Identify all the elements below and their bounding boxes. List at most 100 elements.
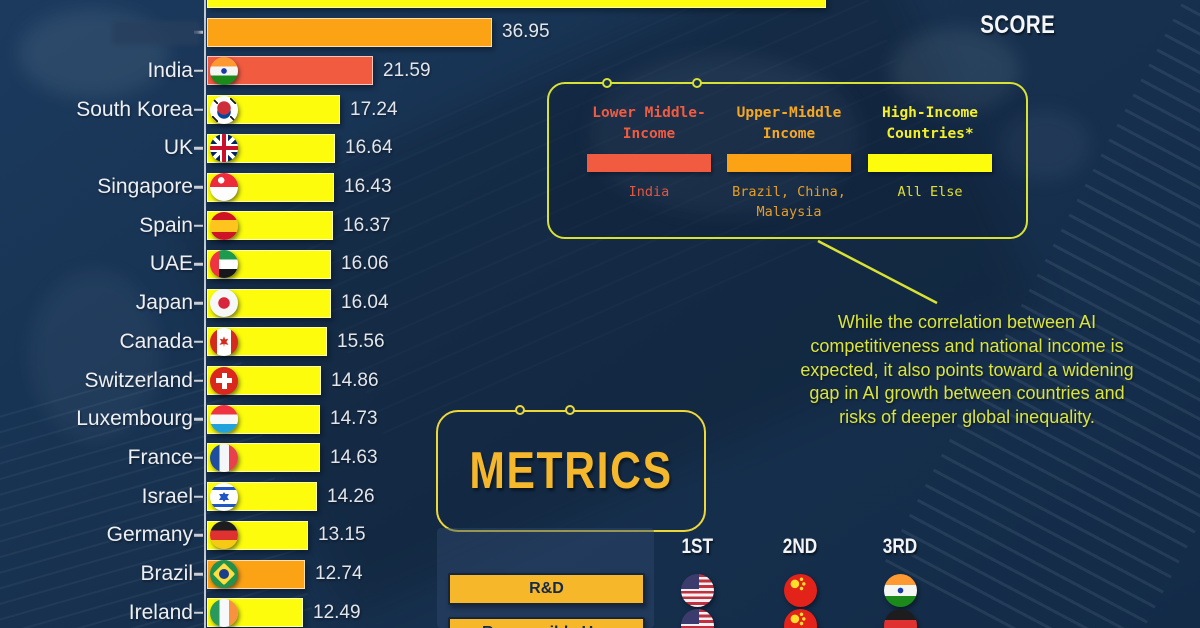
legend-color-swatch: [587, 154, 711, 173]
score-value: 14.73: [330, 408, 378, 430]
legend-color-swatch: [868, 154, 992, 173]
bar-row-canada: Canada 15.56: [0, 327, 1200, 357]
score-value: 16.06: [341, 253, 389, 275]
score-value: 16.64: [345, 137, 393, 159]
legend-color-swatch: [727, 154, 851, 173]
country-label: Luxembourg: [76, 407, 193, 431]
canada-flag-icon: [210, 327, 238, 356]
axis-tick: [194, 495, 203, 498]
legend-item-title: Upper-Middle Income: [736, 105, 842, 143]
brazil-flag-icon: [210, 560, 238, 588]
bar-row-singapore: Singapore 16.43: [0, 172, 1200, 202]
bar-row-luxembourg: Luxembourg 14.73: [0, 404, 1200, 434]
axis-tick: [194, 456, 203, 460]
legend-item-countries: All Else: [897, 184, 963, 201]
score-value: 14.86: [331, 369, 379, 391]
uk-flag-icon: [210, 134, 238, 163]
redacted-label: [112, 20, 200, 45]
chart-axis-line: [204, 0, 206, 628]
bar-row-germany: Germany 13.15: [0, 520, 1200, 550]
luxembourg-flag-icon: [210, 405, 238, 434]
country-label: Singapore: [97, 175, 193, 198]
axis-tick: [194, 572, 203, 576]
rank-header-3rd: 3RD: [845, 535, 955, 559]
usa-flag-icon: [680, 608, 714, 628]
bar-row-ireland: Ireland 12.49: [0, 598, 1200, 628]
score-value: 14.26: [327, 485, 375, 507]
axis-tick: [194, 534, 203, 537]
country-label: Israel: [141, 484, 193, 508]
country-label: India: [147, 58, 193, 82]
country-label: Spain: [139, 213, 193, 237]
rank-header-1st: 1ST: [642, 535, 752, 559]
metric-button-responsible-use: Responsible Use: [448, 617, 645, 628]
legend-item-countries: India: [628, 184, 670, 201]
bar-row-partial-1: 36.95: [0, 17, 1200, 47]
axis-tick: [194, 340, 203, 344]
bar-row-switzerland: Switzerland 14.86: [0, 366, 1200, 395]
bar-row-spain: Spain 16.37: [0, 211, 1200, 241]
country-label: Germany: [106, 523, 193, 547]
legend-box: Lower Middle- Income India Upper-Middle In…: [547, 78, 1028, 239]
legend-item-countries: Brazil, China, Malaysia: [732, 184, 846, 220]
legend-items: Lower Middle- Income India Upper-Middle In…: [549, 84, 1026, 222]
metric-button-label: R&D: [529, 580, 564, 597]
china-flag-icon: [783, 608, 817, 628]
rank-header-text: 1ST: [681, 535, 713, 558]
bar-row-japan: Japan 16.04: [0, 288, 1200, 318]
bar-row-uae: UAE 16.06: [0, 249, 1200, 279]
bar-row-south-korea: South Korea 17.24: [0, 95, 1200, 125]
axis-tick: [194, 611, 203, 614]
axis-tick: [194, 185, 203, 189]
axis-tick: [194, 301, 203, 305]
axis-tick: [194, 69, 203, 73]
score-axis-label: SCORE: [980, 11, 1056, 39]
legend-item-brazil: Upper-Middle Income Brazil, China, Malays…: [719, 103, 859, 222]
bar-row-france: France 14.63: [0, 443, 1200, 473]
bar-row-israel: Israel 14.26: [0, 482, 1200, 512]
legend-connector-dot: [692, 78, 702, 88]
india-flag-icon: [210, 56, 238, 85]
axis-tick: [194, 379, 203, 382]
metrics-title-box: METRICS: [436, 405, 706, 532]
japan-flag-icon: [210, 289, 238, 318]
score-value: 15.56: [337, 330, 385, 352]
rank-header-text: 2ND: [782, 535, 818, 558]
axis-tick: [194, 108, 203, 111]
axis-tick: [194, 224, 203, 227]
metric-button-r-d: R&D: [448, 573, 645, 605]
country-label: Ireland: [128, 600, 193, 624]
country-label: Brazil: [140, 562, 193, 585]
israel-flag-icon: [210, 482, 238, 511]
legend-item-title: High-Income Countries*: [881, 105, 979, 143]
score-value: 36.95: [502, 21, 550, 43]
germany-flag-icon: [210, 521, 238, 550]
rank-header-2nd: 2ND: [745, 535, 855, 559]
score-value: 16.04: [341, 292, 389, 314]
score-value: 13.15: [318, 524, 366, 546]
legend-item-india: Lower Middle- Income India: [579, 103, 719, 222]
legend-item-all-else: High-Income Countries* All Else: [859, 103, 1001, 222]
country-label: Switzerland: [84, 368, 193, 392]
india-flag-icon: [883, 573, 917, 607]
metrics-connector-dot: [515, 405, 525, 415]
score-bar: [207, 17, 492, 47]
country-label: Japan: [135, 291, 193, 315]
score-value: 12.74: [315, 563, 363, 584]
axis-tick: [194, 147, 203, 150]
china-flag-icon: [783, 573, 817, 607]
score-value: 16.37: [343, 214, 391, 236]
bar-row-partial-0: [0, 0, 1200, 8]
bar-row-brazil: Brazil 12.74: [0, 559, 1200, 589]
country-label: UK: [163, 136, 193, 160]
score-value: 12.49: [313, 601, 361, 623]
legend-connector-dot: [602, 78, 612, 88]
axis-tick: [194, 417, 203, 421]
annotation-text: While the correlation between AI competi…: [800, 312, 1134, 427]
germany-flag-icon: [883, 608, 917, 628]
spain-flag-icon: [210, 211, 238, 240]
usa-flag-icon: [680, 573, 714, 607]
metrics-title: METRICS: [469, 442, 673, 500]
score-value: 17.24: [350, 98, 398, 120]
